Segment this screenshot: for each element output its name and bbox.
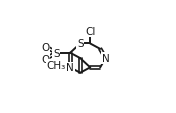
Text: N: N [66, 63, 74, 73]
Text: CH₃: CH₃ [47, 60, 66, 70]
Text: S: S [77, 39, 83, 49]
Text: O: O [41, 54, 50, 64]
Text: S: S [53, 48, 60, 58]
Text: N: N [102, 54, 109, 64]
Text: Cl: Cl [85, 27, 95, 37]
Text: O: O [41, 42, 50, 52]
